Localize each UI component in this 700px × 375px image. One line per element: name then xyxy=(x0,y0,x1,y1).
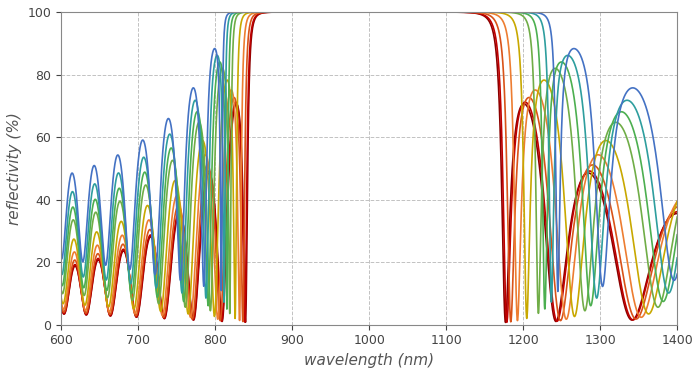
Y-axis label: reflectivity (%): reflectivity (%) xyxy=(7,112,22,225)
X-axis label: wavelength (nm): wavelength (nm) xyxy=(304,353,434,368)
